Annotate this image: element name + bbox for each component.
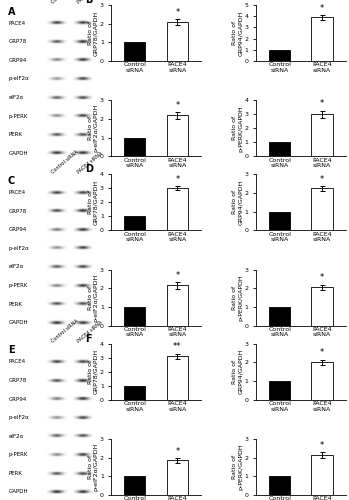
Text: *: *	[320, 348, 324, 358]
Bar	[124, 42, 146, 61]
Text: PERK: PERK	[9, 132, 23, 137]
Text: eIF2α: eIF2α	[9, 264, 24, 270]
Bar	[124, 216, 146, 230]
Text: GAPDH: GAPDH	[9, 490, 29, 494]
Bar	[124, 138, 146, 156]
Bar	[124, 307, 146, 326]
Bar	[311, 18, 333, 61]
Text: GRP78: GRP78	[9, 378, 27, 383]
Text: GRP78: GRP78	[9, 208, 27, 214]
Y-axis label: Ratio of
GRP94/GAPDH: Ratio of GRP94/GAPDH	[232, 180, 243, 225]
Y-axis label: Ratio of
GRP94/GAPDH: Ratio of GRP94/GAPDH	[232, 349, 243, 395]
Text: C: C	[8, 176, 15, 186]
Text: PERK: PERK	[9, 302, 23, 306]
Text: p-eIF2α: p-eIF2α	[9, 76, 30, 82]
Text: GAPDH: GAPDH	[9, 150, 29, 156]
Text: p-eIF2α: p-eIF2α	[9, 415, 30, 420]
Y-axis label: Ratio of
GRP78/GAPDH: Ratio of GRP78/GAPDH	[88, 10, 98, 56]
Text: PACE4: PACE4	[9, 360, 26, 364]
Text: *: *	[175, 447, 179, 456]
Bar	[269, 381, 290, 400]
Bar	[311, 114, 333, 156]
Bar	[167, 286, 188, 326]
Text: *: *	[320, 274, 324, 282]
Bar	[167, 188, 188, 230]
Y-axis label: Ratio of
p-PERK/GAPDH: Ratio of p-PERK/GAPDH	[232, 274, 243, 321]
Text: Control siRNA: Control siRNA	[51, 0, 80, 5]
Text: D: D	[85, 164, 92, 174]
Bar	[311, 362, 333, 400]
Text: GRP78: GRP78	[9, 39, 27, 44]
Text: B: B	[85, 0, 92, 5]
Text: p-PERK: p-PERK	[9, 114, 28, 118]
Bar	[167, 115, 188, 156]
Text: PACE4: PACE4	[9, 20, 26, 25]
Bar	[269, 212, 290, 231]
Bar	[167, 356, 188, 400]
Bar	[311, 455, 333, 495]
Bar	[311, 288, 333, 326]
Text: PERK: PERK	[9, 471, 23, 476]
Text: *: *	[175, 8, 179, 17]
Text: Control siRNA: Control siRNA	[51, 318, 80, 344]
Text: PACE4 siRNA: PACE4 siRNA	[77, 150, 104, 174]
Text: A: A	[8, 6, 15, 16]
Bar	[167, 22, 188, 61]
Y-axis label: Ratio of
p-eIF2α/GAPDH: Ratio of p-eIF2α/GAPDH	[88, 274, 98, 322]
Y-axis label: Ratio of
p-PERK/GAPDH: Ratio of p-PERK/GAPDH	[232, 105, 243, 152]
Text: *: *	[175, 100, 179, 110]
Y-axis label: Ratio of
p-eIF2α/GAPDH: Ratio of p-eIF2α/GAPDH	[88, 443, 98, 491]
Text: F: F	[85, 334, 91, 344]
Text: GRP94: GRP94	[9, 396, 27, 402]
Text: eIF2α: eIF2α	[9, 95, 24, 100]
Text: GRP94: GRP94	[9, 58, 27, 63]
Bar	[124, 476, 146, 495]
Y-axis label: Ratio of
GRP78/GAPDH: Ratio of GRP78/GAPDH	[88, 349, 98, 395]
Y-axis label: Ratio of
p-PERK/GAPDH: Ratio of p-PERK/GAPDH	[232, 444, 243, 490]
Text: *: *	[320, 441, 324, 450]
Y-axis label: Ratio of
GRP94/GAPDH: Ratio of GRP94/GAPDH	[232, 10, 243, 56]
Bar	[269, 476, 290, 495]
Text: *: *	[320, 4, 324, 13]
Bar	[269, 142, 290, 156]
Text: *: *	[320, 100, 324, 108]
Text: **: **	[173, 342, 181, 351]
Bar	[124, 386, 146, 400]
Text: p-PERK: p-PERK	[9, 452, 28, 458]
Text: GRP94: GRP94	[9, 227, 27, 232]
Y-axis label: Ratio of
p-eIF2α/GAPDH: Ratio of p-eIF2α/GAPDH	[88, 104, 98, 152]
Text: PACE4 siRNA: PACE4 siRNA	[77, 0, 104, 5]
Text: *: *	[320, 175, 324, 184]
Text: *: *	[175, 175, 179, 184]
Text: PACE4: PACE4	[9, 190, 26, 195]
Bar	[269, 50, 290, 61]
Bar	[269, 307, 290, 326]
Text: E: E	[8, 346, 15, 356]
Text: p-eIF2α: p-eIF2α	[9, 246, 30, 251]
Text: eIF2α: eIF2α	[9, 434, 24, 438]
Bar	[167, 460, 188, 495]
Text: *: *	[175, 271, 179, 280]
Bar	[311, 188, 333, 230]
Text: GAPDH: GAPDH	[9, 320, 29, 325]
Y-axis label: Ratio of
GRP78/GAPDH: Ratio of GRP78/GAPDH	[88, 180, 98, 225]
Text: PACE4 siRNA: PACE4 siRNA	[77, 320, 104, 344]
Text: p-PERK: p-PERK	[9, 283, 28, 288]
Text: Control siRNA: Control siRNA	[51, 149, 80, 174]
